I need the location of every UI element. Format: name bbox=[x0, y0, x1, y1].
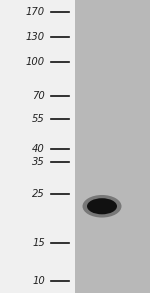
Text: 130: 130 bbox=[26, 32, 45, 42]
Bar bbox=[0, 0, 75, 293]
Text: 25: 25 bbox=[32, 189, 45, 199]
Ellipse shape bbox=[87, 198, 117, 214]
Text: 15: 15 bbox=[32, 238, 45, 248]
Ellipse shape bbox=[82, 195, 122, 217]
Text: 170: 170 bbox=[26, 7, 45, 17]
Text: 100: 100 bbox=[26, 57, 45, 67]
Text: 35: 35 bbox=[32, 157, 45, 167]
Text: 40: 40 bbox=[32, 144, 45, 154]
Text: 10: 10 bbox=[32, 276, 45, 286]
Text: 70: 70 bbox=[32, 91, 45, 101]
Text: 55: 55 bbox=[32, 114, 45, 124]
